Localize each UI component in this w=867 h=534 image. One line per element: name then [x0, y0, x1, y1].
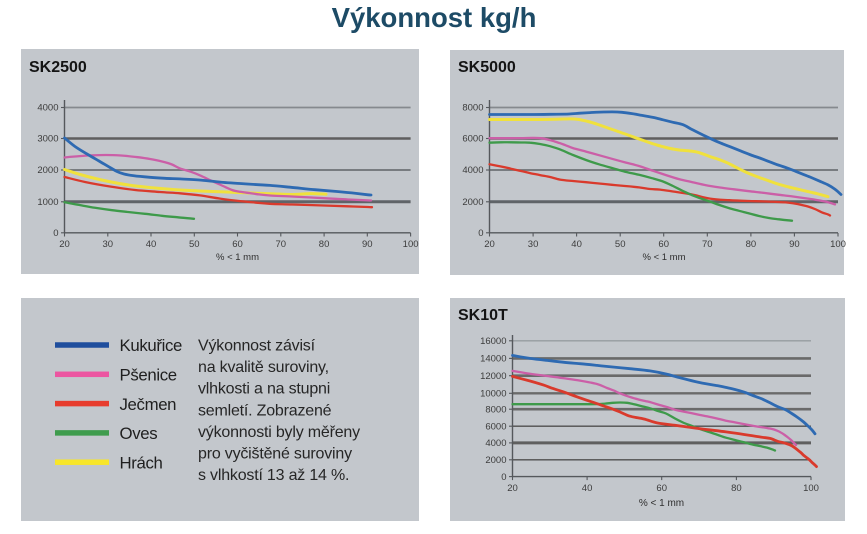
svg-text:100: 100	[403, 239, 419, 250]
svg-text:1000: 1000	[37, 197, 58, 208]
svg-text:80: 80	[746, 239, 757, 250]
svg-text:50: 50	[615, 239, 626, 250]
svg-text:SK10T: SK10T	[458, 307, 508, 324]
svg-text:semletí. Zobrazené: semletí. Zobrazené	[198, 402, 332, 419]
svg-text:20: 20	[507, 483, 518, 494]
svg-text:výkonnosti byly měřeny: výkonnosti byly měřeny	[198, 424, 360, 441]
svg-text:20: 20	[484, 239, 495, 250]
svg-text:pro vyčištěné suroviny: pro vyčištěné suroviny	[198, 446, 352, 463]
svg-text:4000: 4000	[462, 165, 483, 176]
svg-text:4000: 4000	[37, 103, 58, 114]
svg-text:100: 100	[830, 239, 846, 250]
svg-text:40: 40	[146, 239, 157, 250]
svg-text:Ječmen: Ječmen	[120, 395, 177, 414]
svg-text:60: 60	[656, 483, 667, 494]
svg-text:80: 80	[731, 483, 742, 494]
svg-text:Výkonnost kg/h: Výkonnost kg/h	[332, 2, 537, 33]
svg-text:s vlhkostí 13 až 14 %.: s vlhkostí 13 až 14 %.	[198, 467, 349, 484]
svg-text:% < 1 mm: % < 1 mm	[216, 252, 259, 263]
svg-text:14000: 14000	[480, 354, 506, 365]
svg-text:10000: 10000	[480, 389, 506, 400]
svg-text:na kvalitě suroviny,: na kvalitě suroviny,	[198, 359, 329, 376]
svg-text:70: 70	[276, 239, 287, 250]
svg-text:80: 80	[319, 239, 330, 250]
svg-text:0: 0	[478, 228, 483, 239]
svg-text:40: 40	[582, 483, 593, 494]
svg-text:0: 0	[501, 472, 506, 483]
svg-text:% < 1 mm: % < 1 mm	[639, 498, 684, 509]
svg-text:30: 30	[103, 239, 114, 250]
svg-text:2000: 2000	[485, 455, 506, 466]
svg-text:100: 100	[803, 483, 819, 494]
svg-text:60: 60	[658, 239, 669, 250]
svg-text:30: 30	[528, 239, 539, 250]
svg-text:90: 90	[362, 239, 373, 250]
svg-text:0: 0	[53, 228, 58, 239]
svg-text:2000: 2000	[462, 197, 483, 208]
svg-text:6000: 6000	[462, 134, 483, 145]
svg-text:4000: 4000	[485, 438, 506, 449]
svg-text:Pšenice: Pšenice	[120, 366, 177, 385]
svg-text:Hrách: Hrách	[120, 453, 163, 472]
svg-text:% < 1 mm: % < 1 mm	[642, 252, 685, 263]
svg-text:Výkonnost závisí: Výkonnost závisí	[198, 338, 316, 355]
svg-text:70: 70	[702, 239, 713, 250]
svg-text:Oves: Oves	[120, 424, 158, 443]
svg-text:50: 50	[189, 239, 200, 250]
svg-text:12000: 12000	[480, 371, 506, 382]
svg-text:20: 20	[59, 239, 70, 250]
svg-text:8000: 8000	[485, 404, 506, 415]
svg-text:3000: 3000	[37, 134, 58, 145]
svg-text:SK2500: SK2500	[29, 59, 87, 76]
svg-text:Kukuřice: Kukuřice	[120, 336, 183, 355]
svg-text:6000: 6000	[485, 421, 506, 432]
svg-text:40: 40	[571, 239, 582, 250]
svg-text:2000: 2000	[37, 165, 58, 176]
svg-text:8000: 8000	[462, 103, 483, 114]
svg-text:16000: 16000	[480, 336, 506, 347]
svg-text:vlhkosti a na stupni: vlhkosti a na stupni	[198, 381, 330, 398]
svg-text:90: 90	[789, 239, 800, 250]
svg-text:60: 60	[232, 239, 243, 250]
svg-text:SK5000: SK5000	[458, 59, 516, 76]
